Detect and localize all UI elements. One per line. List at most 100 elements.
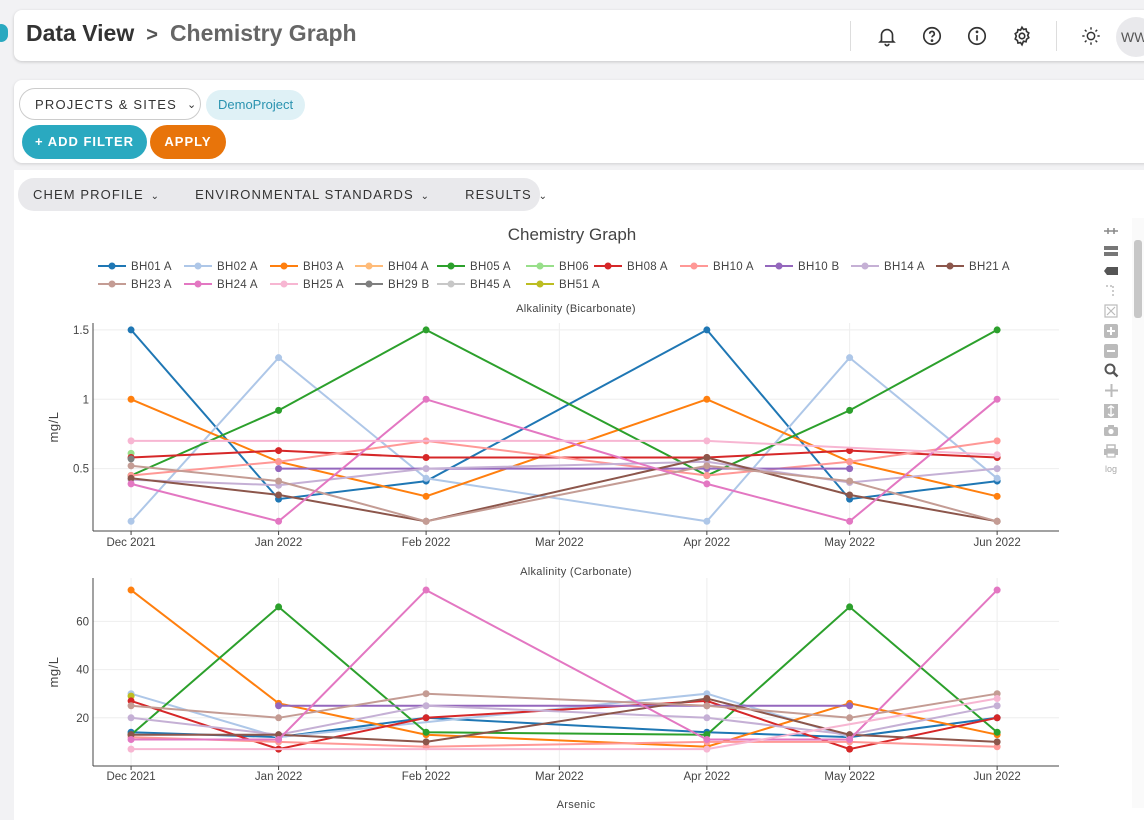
data-point xyxy=(993,714,1001,722)
legend-item: BH02 A xyxy=(184,261,258,273)
theme-brightness-icon[interactable] xyxy=(1077,22,1105,50)
reset-axes-icon[interactable] xyxy=(1102,402,1120,419)
x-tick-label: Dec 2021 xyxy=(106,771,155,783)
compare-hover-icon[interactable] xyxy=(1102,222,1120,239)
data-point xyxy=(422,454,430,462)
x-tick-label: Dec 2021 xyxy=(106,537,155,549)
data-point xyxy=(703,472,711,480)
legend-item: BH03 A xyxy=(270,261,344,273)
series-bh10-a xyxy=(127,437,1001,480)
zoom-in-icon[interactable] xyxy=(1102,322,1120,339)
add-filter-button[interactable]: + ADD FILTER xyxy=(22,125,147,159)
y-tick-label: 20 xyxy=(76,713,89,725)
data-point xyxy=(993,517,1001,525)
data-point xyxy=(127,474,135,482)
data-point xyxy=(846,702,854,710)
pan-icon[interactable] xyxy=(1102,382,1120,399)
legend-label: BH23 A xyxy=(131,279,172,291)
series-bh24-a xyxy=(127,586,1001,743)
notifications-bell-icon[interactable] xyxy=(873,22,901,50)
data-point xyxy=(275,735,283,743)
help-icon[interactable] xyxy=(918,22,946,50)
series-line xyxy=(130,704,998,736)
legend-label: BH10 B xyxy=(798,261,839,273)
legend-swatch-marker xyxy=(194,262,202,270)
legend-item: BH51 A xyxy=(526,279,600,291)
tab-chem-profile[interactable]: CHEM PROFILE ⌄ xyxy=(18,187,180,202)
closest-hover-icon[interactable] xyxy=(1102,262,1120,279)
settings-gear-icon[interactable] xyxy=(1008,22,1036,50)
data-point xyxy=(275,406,283,414)
data-point xyxy=(127,455,135,463)
projects-sites-dropdown[interactable]: PROJECTS & SITES ⌄ xyxy=(19,88,201,120)
autoscale-icon[interactable] xyxy=(1102,302,1120,319)
data-point xyxy=(422,517,430,525)
data-point xyxy=(127,697,135,705)
tab-label: ENVIRONMENTAL STANDARDS xyxy=(195,187,414,202)
series-line xyxy=(131,697,998,743)
legend-swatch-marker xyxy=(280,280,288,288)
y-tick-label: 60 xyxy=(76,616,89,628)
data-point xyxy=(127,731,135,739)
x-tick-label: Jun 2022 xyxy=(973,771,1020,783)
data-point xyxy=(993,743,1001,751)
data-point xyxy=(703,714,711,722)
series-line xyxy=(130,356,998,523)
series-bh23-a xyxy=(127,462,1001,525)
side-drawer-handle[interactable] xyxy=(0,24,8,42)
zoom-icon[interactable] xyxy=(1102,362,1120,379)
log-scale-toggle[interactable]: log xyxy=(1104,464,1117,474)
data-point xyxy=(275,458,283,466)
legend-label: BH02 A xyxy=(217,261,258,273)
x-tick-label: Mar 2022 xyxy=(535,771,584,783)
x-tick-label: May 2022 xyxy=(824,537,875,549)
tab-results[interactable]: RESULTS ⌄ xyxy=(450,187,568,202)
tab-environmental-standards[interactable]: ENVIRONMENTAL STANDARDS ⌄ xyxy=(180,187,450,202)
data-point xyxy=(275,477,283,485)
data-point xyxy=(993,690,1001,698)
camera-icon[interactable] xyxy=(1102,422,1120,439)
zoom-out-icon[interactable] xyxy=(1102,342,1120,359)
tab-label: CHEM PROFILE xyxy=(33,187,144,202)
series-line xyxy=(130,328,998,501)
legend-swatch-marker xyxy=(280,262,288,270)
show-hover-icon[interactable] xyxy=(1102,242,1120,259)
chevron-down-icon: ⌄ xyxy=(534,191,549,202)
legend-label: BH29 B xyxy=(388,279,429,291)
data-point xyxy=(275,465,283,473)
x-tick-label: May 2022 xyxy=(824,771,875,783)
data-point xyxy=(993,451,1001,459)
data-point xyxy=(993,395,1001,403)
vertical-scrollbar[interactable] xyxy=(1132,218,1144,808)
data-point xyxy=(275,702,283,710)
legend-item: BH08 A xyxy=(594,261,668,273)
spike-lines-icon[interactable] xyxy=(1102,282,1120,299)
print-icon[interactable] xyxy=(1102,442,1120,459)
info-icon[interactable] xyxy=(963,22,991,50)
data-point xyxy=(703,395,711,403)
legend-item: BH04 A xyxy=(355,261,429,273)
data-point xyxy=(275,447,283,455)
subplot: Alkalinity (Carbonate) 20 40 60 Dec 2021 Jan … xyxy=(46,566,1059,783)
filter-bar: PROJECTS & SITES ⌄ DemoProject + ADD FIL… xyxy=(14,80,1144,163)
breadcrumb-root[interactable]: Data View xyxy=(26,20,135,46)
data-point xyxy=(127,702,135,710)
user-avatar[interactable]: WW xyxy=(1116,17,1144,57)
legend-swatch-marker xyxy=(447,280,455,288)
series-line xyxy=(130,456,998,523)
scrollbar-thumb[interactable] xyxy=(1134,240,1142,318)
apply-button[interactable]: APPLY xyxy=(150,125,226,159)
legend-label: BH21 A xyxy=(969,261,1010,273)
legend-label: BH25 A xyxy=(303,279,344,291)
legend-item: BH21 A xyxy=(936,261,1010,273)
legend-swatch-marker xyxy=(365,280,373,288)
data-point xyxy=(422,702,430,710)
legend-label: BH24 A xyxy=(217,279,258,291)
legend-label: BH05 A xyxy=(470,261,511,273)
legend-item: BH14 A xyxy=(851,261,925,273)
series-line xyxy=(130,605,998,736)
data-point xyxy=(127,480,135,488)
legend-label: BH14 A xyxy=(884,261,925,273)
project-chip[interactable]: DemoProject xyxy=(206,90,306,120)
data-point xyxy=(993,586,1001,594)
